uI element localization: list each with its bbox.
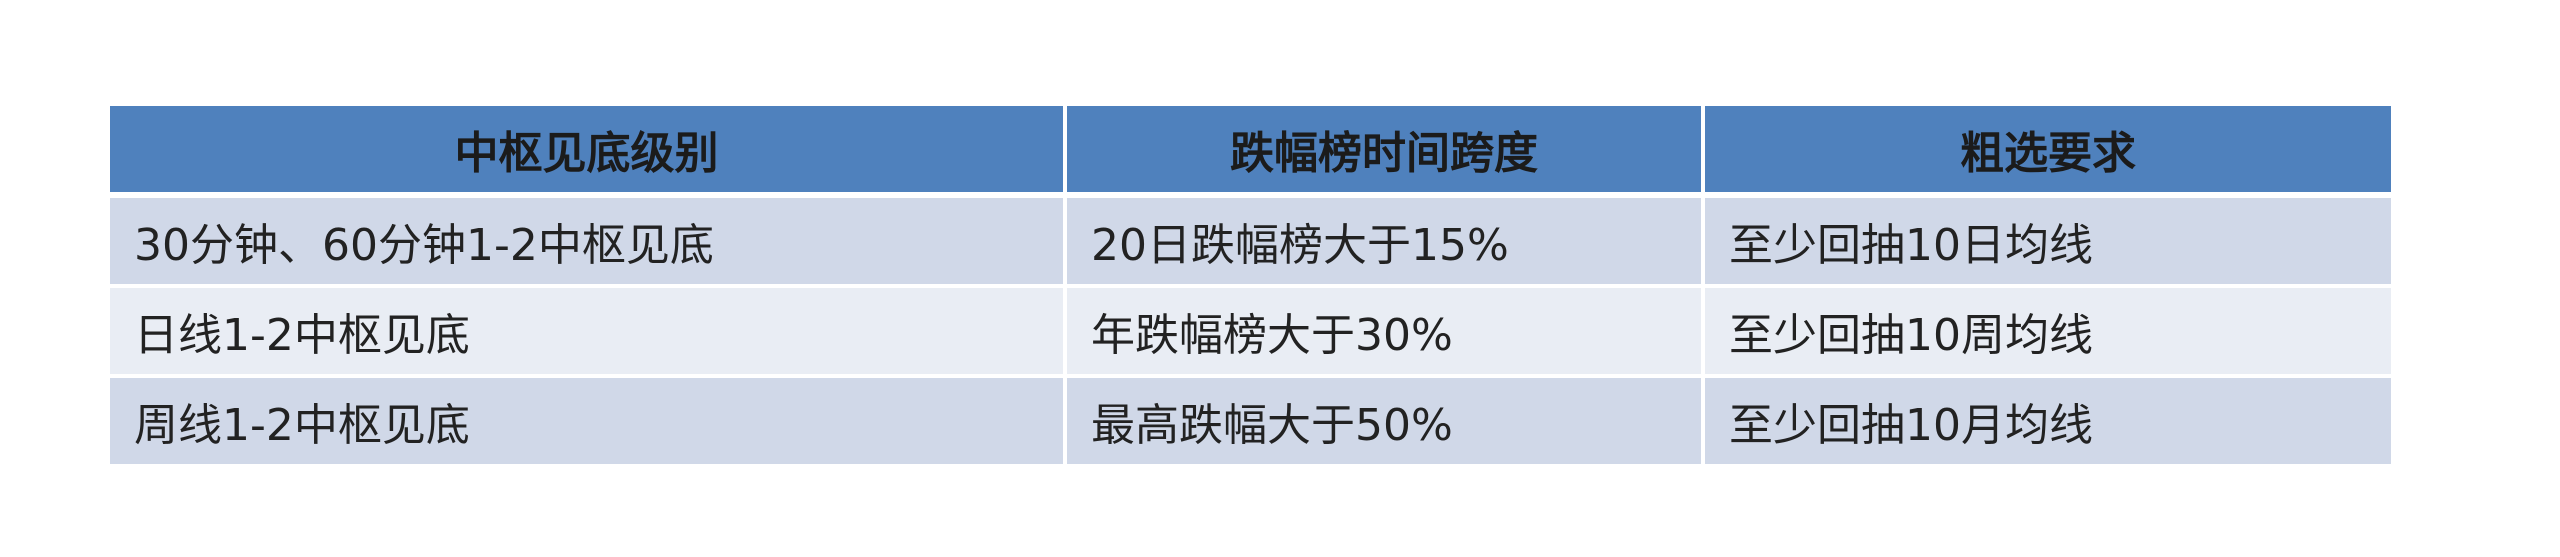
table-cell: 至少回抽10周均线 xyxy=(1703,286,2391,378)
table-cell: 20日跌幅榜大于15% xyxy=(1065,195,1705,288)
header-decline-span: 跌幅榜时间跨度 xyxy=(1065,106,1705,198)
table-row: 日线1-2中枢见底 年跌幅榜大于30% 至少回抽10周均线 xyxy=(110,286,2391,378)
header-pivot-level: 中枢见底级别 xyxy=(110,106,1067,198)
criteria-table-container: 中枢见底级别 跌幅榜时间跨度 粗选要求 30分钟、60分钟1-2中枢见底 20日… xyxy=(110,106,2391,468)
criteria-table: 中枢见底级别 跌幅榜时间跨度 粗选要求 30分钟、60分钟1-2中枢见底 20日… xyxy=(110,106,2391,468)
table-cell: 日线1-2中枢见底 xyxy=(110,286,1067,378)
table-cell: 最高跌幅大于50% xyxy=(1065,376,1705,468)
table-cell: 30分钟、60分钟1-2中枢见底 xyxy=(110,195,1067,288)
table-cell: 年跌幅榜大于30% xyxy=(1065,286,1705,378)
header-selection-requirement: 粗选要求 xyxy=(1703,106,2391,198)
table-header-row: 中枢见底级别 跌幅榜时间跨度 粗选要求 xyxy=(110,106,2391,198)
table-cell: 至少回抽10日均线 xyxy=(1703,195,2391,288)
table-row: 周线1-2中枢见底 最高跌幅大于50% 至少回抽10月均线 xyxy=(110,376,2391,468)
table-row: 30分钟、60分钟1-2中枢见底 20日跌幅榜大于15% 至少回抽10日均线 xyxy=(110,195,2391,288)
table-cell: 至少回抽10月均线 xyxy=(1703,376,2391,468)
table-cell: 周线1-2中枢见底 xyxy=(110,376,1067,468)
